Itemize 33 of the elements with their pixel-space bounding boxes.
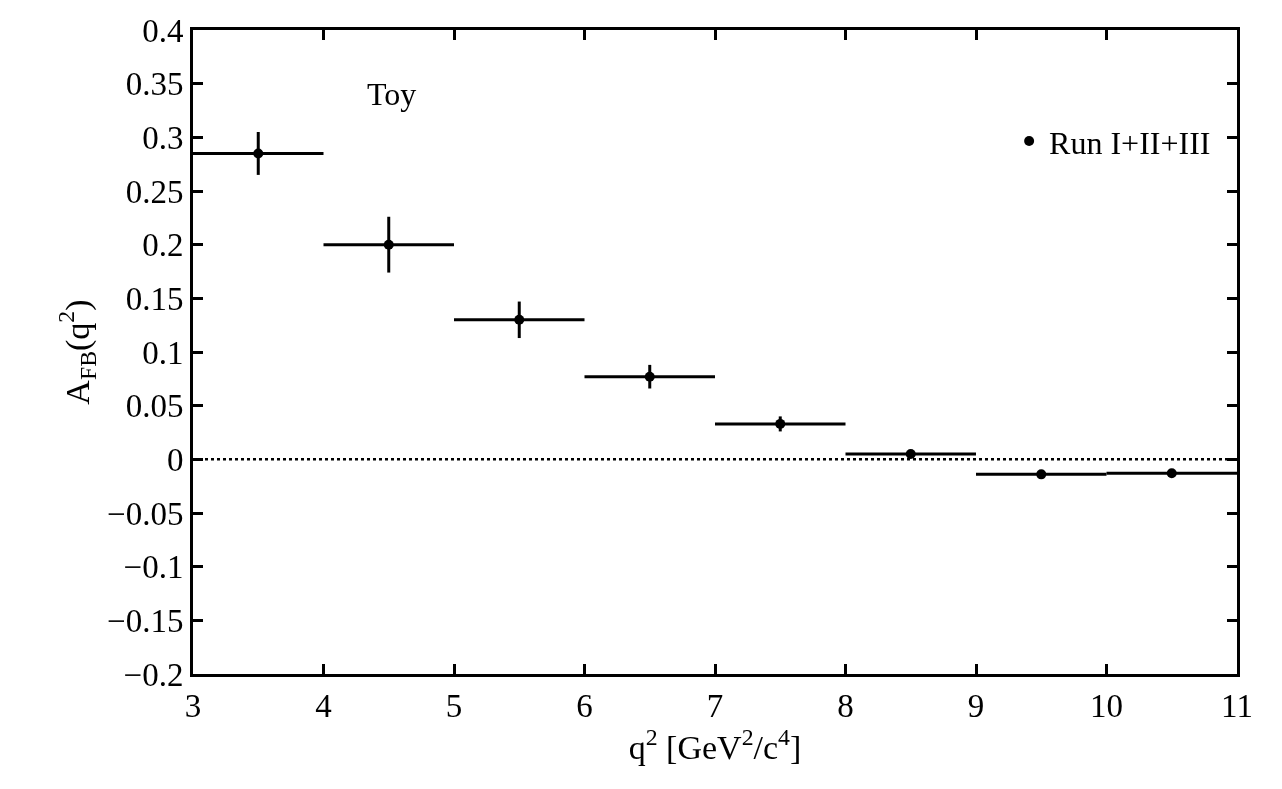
x-tick-label: 5 [445,687,463,724]
x-axis-title: q$^{2}$ [GeV$^{2}$/c$^{4}$] [628,723,802,766]
y-tick-label: 0.15 [125,280,184,317]
annotation: Toy [367,76,417,112]
x-tick-label: 7 [706,687,724,724]
legend-label: Run I+II+III [1049,124,1211,161]
y-tick-label: 0.2 [142,227,184,264]
point [644,371,655,382]
y-tick-label: −0.2 [123,656,184,693]
point [1036,469,1047,480]
x-tick-label: 4 [315,687,332,724]
y-tick-label: 0.3 [142,119,184,156]
y-tick-label: 0.25 [125,173,184,210]
y-tick-label: 0.1 [142,334,184,371]
x-tick-label: 3 [184,687,202,724]
x-tick-label: 6 [576,687,593,724]
point [1166,468,1177,479]
point [775,418,786,429]
y-tick-label: 0.4 [142,12,184,49]
point [514,314,525,325]
y-tick-label: −0.1 [123,549,184,586]
point [905,448,916,459]
x-tick-label: 8 [837,687,854,724]
y-tick-label: −0.15 [107,602,184,639]
y-tick-label: 0.05 [125,388,184,425]
y-tick-label: 0.35 [125,66,184,103]
y-tick-label: 0 [166,441,184,478]
x-tick-label: 11 [1221,687,1253,724]
point [383,239,394,250]
y-tick-label: −0.05 [107,495,184,532]
x-tick-label: 9 [967,687,985,724]
point [253,148,264,159]
x-tick-label: 10 [1090,687,1123,724]
